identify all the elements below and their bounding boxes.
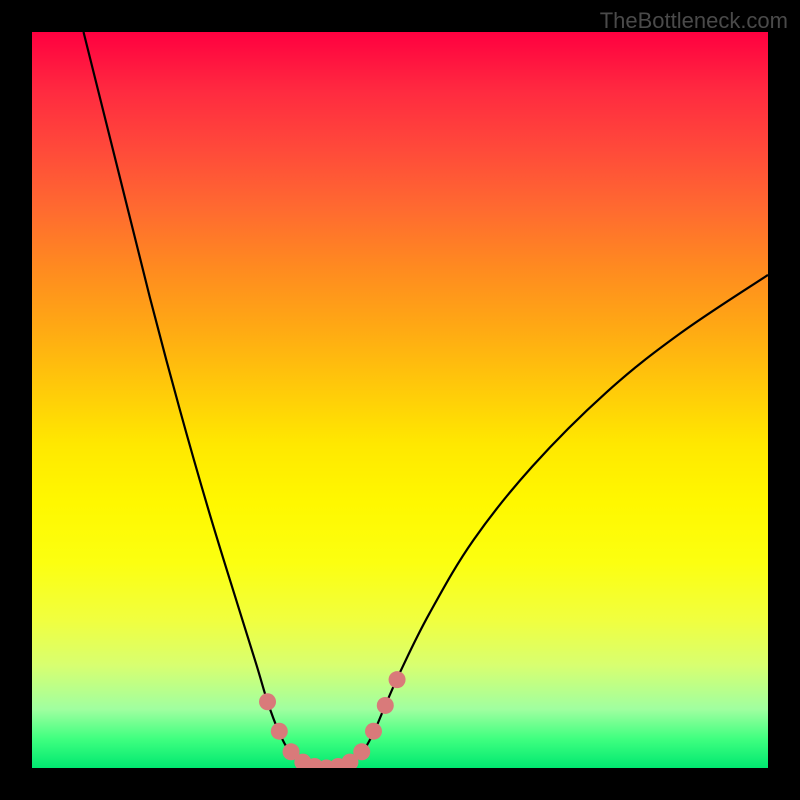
highlight-marker (389, 671, 406, 688)
highlight-marker (271, 723, 288, 740)
chart-svg (32, 32, 768, 768)
highlight-marker (377, 697, 394, 714)
highlight-marker (259, 693, 276, 710)
highlight-marker (353, 743, 370, 760)
highlight-marker (365, 723, 382, 740)
watermark-text: TheBottleneck.com (600, 8, 788, 34)
plot-area (32, 32, 768, 768)
bottleneck-curve (84, 32, 768, 768)
highlight-markers (259, 671, 406, 768)
